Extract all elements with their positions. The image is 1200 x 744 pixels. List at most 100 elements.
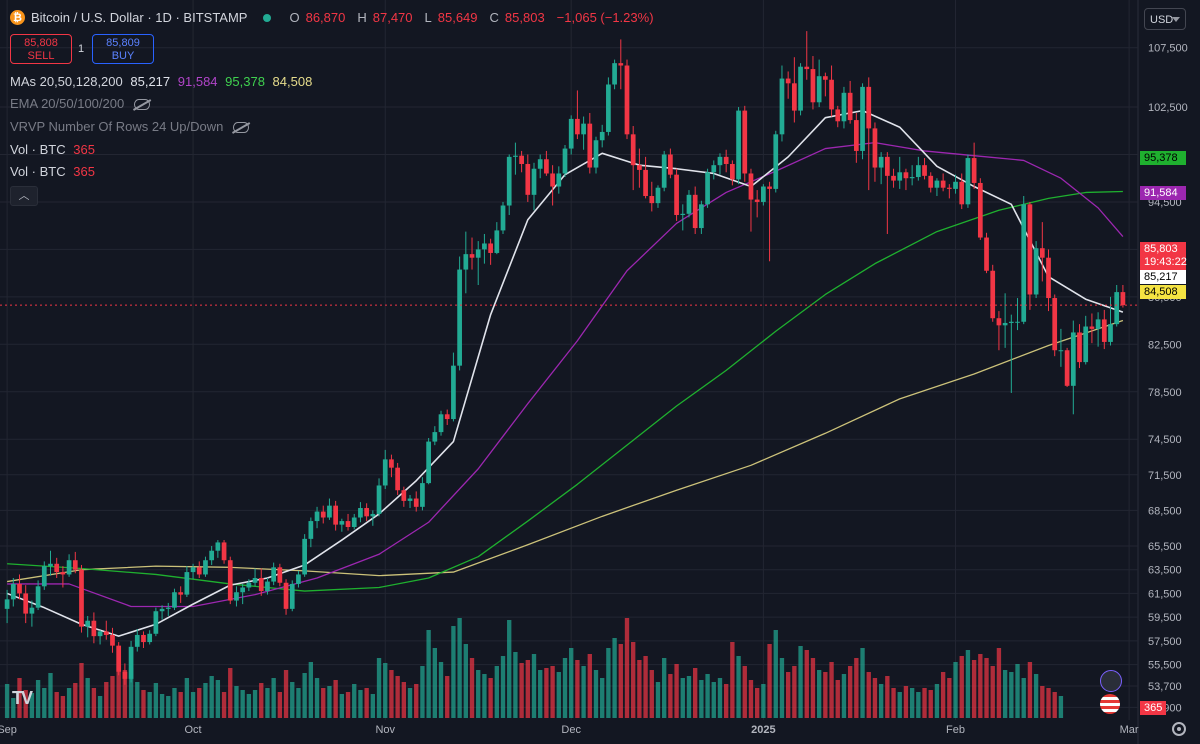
hidden-eye-icon[interactable]	[233, 122, 250, 134]
volume-bar	[854, 658, 859, 718]
candle-body	[451, 365, 456, 420]
volume-bar	[451, 626, 456, 718]
volume-bar	[197, 688, 202, 718]
candle-body	[265, 581, 270, 592]
candle-body	[97, 631, 103, 637]
volume-bar	[593, 670, 599, 718]
volume-bar	[234, 686, 239, 718]
candle-body	[54, 563, 60, 573]
gear-icon[interactable]	[1172, 722, 1186, 736]
candle-body	[915, 165, 921, 178]
magic-assistant-icon[interactable]	[1100, 670, 1122, 692]
volume-bar	[91, 688, 97, 718]
candle-body	[705, 172, 710, 205]
candle-body	[17, 583, 22, 594]
buy-button[interactable]: 85,809 BUY	[92, 34, 154, 64]
candle-body	[897, 172, 903, 181]
volume-bar	[395, 676, 400, 718]
ma128-value: 95,378	[225, 74, 265, 89]
volume-bar	[810, 658, 816, 718]
ma50-price-tag: 91,584	[1140, 186, 1186, 200]
candle-body	[296, 574, 301, 584]
y-axis-tick-label: 74,500	[1148, 434, 1182, 446]
candle-body	[680, 213, 686, 215]
candle-body	[531, 168, 537, 195]
chevron-up-icon: ︿	[18, 190, 30, 202]
volume-bar	[947, 678, 952, 718]
candle-body	[946, 187, 952, 189]
volume-legend-label: Vol · BTC	[10, 164, 66, 179]
candle-body	[134, 634, 140, 647]
candle-body	[730, 163, 735, 180]
buy-price: 85,809	[106, 37, 140, 49]
volume-legend-1[interactable]: Vol · BTC 365	[10, 142, 99, 157]
candle-body	[742, 110, 748, 174]
volume-bar	[779, 658, 785, 718]
volume-bar	[494, 666, 499, 718]
vrvp-legend[interactable]: VRVP Number Of Rows 24 Up/Down	[10, 119, 253, 134]
volume-bar	[971, 660, 977, 718]
ma20-value: 85,217	[130, 74, 171, 89]
candle-body	[506, 156, 512, 206]
volume-bar	[141, 690, 146, 718]
volume-bar	[717, 678, 723, 718]
volume-bar	[816, 670, 822, 718]
volume-bar	[934, 684, 940, 718]
ma-legend[interactable]: MAs 20,50,128,200 85,217 91,584 95,378 8…	[10, 74, 316, 89]
sell-label: SELL	[27, 50, 55, 62]
last-price: 85,803	[1144, 243, 1178, 255]
candle-body	[457, 269, 462, 366]
volume-bar	[674, 664, 679, 718]
volume-bar	[23, 690, 28, 718]
volume-bar	[748, 680, 754, 718]
y-axis-tick-label: 61,500	[1148, 588, 1182, 600]
volume-bar	[909, 688, 915, 718]
symbol-title[interactable]: Bitcoin / U.S. Dollar · 1D · BITSTAMP	[31, 10, 248, 25]
volume-bar	[562, 658, 568, 718]
volume-bar	[352, 684, 357, 718]
candle-body	[351, 517, 357, 528]
volume-bar	[407, 688, 413, 718]
candle-body	[841, 92, 847, 122]
candle-body	[122, 671, 128, 679]
currency-select[interactable]: USD	[1144, 8, 1186, 30]
candle-body	[277, 567, 283, 583]
candle-body	[72, 560, 78, 570]
candle-body	[389, 459, 394, 468]
ema-legend[interactable]: EMA 20/50/100/200	[10, 96, 154, 111]
volume-bar	[29, 693, 35, 718]
volume-bar	[221, 692, 227, 718]
candle-body	[637, 165, 642, 170]
sell-button[interactable]: 85,808 SELL	[10, 34, 72, 64]
candle-body	[401, 490, 407, 501]
x-axis-tick-label: Feb	[946, 724, 965, 736]
candle-body	[35, 586, 41, 608]
candle-body	[1095, 319, 1101, 329]
candle-body	[699, 204, 704, 229]
volume-bar	[60, 696, 66, 718]
candle-body	[358, 508, 363, 518]
volume-bar	[283, 670, 289, 718]
candle-body	[91, 620, 97, 637]
collapse-legend-button[interactable]: ︿	[10, 186, 38, 206]
volume-bar	[265, 688, 270, 718]
candle-body	[494, 230, 500, 253]
volume-legend-2[interactable]: Vol · BTC 365	[10, 164, 99, 179]
candle-body	[41, 566, 47, 587]
volume-bar	[519, 663, 524, 718]
x-axis-tick-label: Mar	[1120, 724, 1139, 736]
volume-bar	[922, 688, 927, 718]
volume-bar	[587, 654, 592, 718]
hidden-eye-icon[interactable]	[134, 99, 151, 111]
candle-body	[804, 66, 810, 70]
volume-bar	[600, 678, 605, 718]
candle-body	[215, 542, 221, 551]
volume-bar	[525, 660, 530, 718]
volume-bar	[432, 648, 437, 718]
candle-body	[407, 498, 413, 501]
close-value: 85,803	[504, 10, 545, 25]
candle-body	[810, 69, 816, 103]
volume-bar	[259, 683, 264, 718]
